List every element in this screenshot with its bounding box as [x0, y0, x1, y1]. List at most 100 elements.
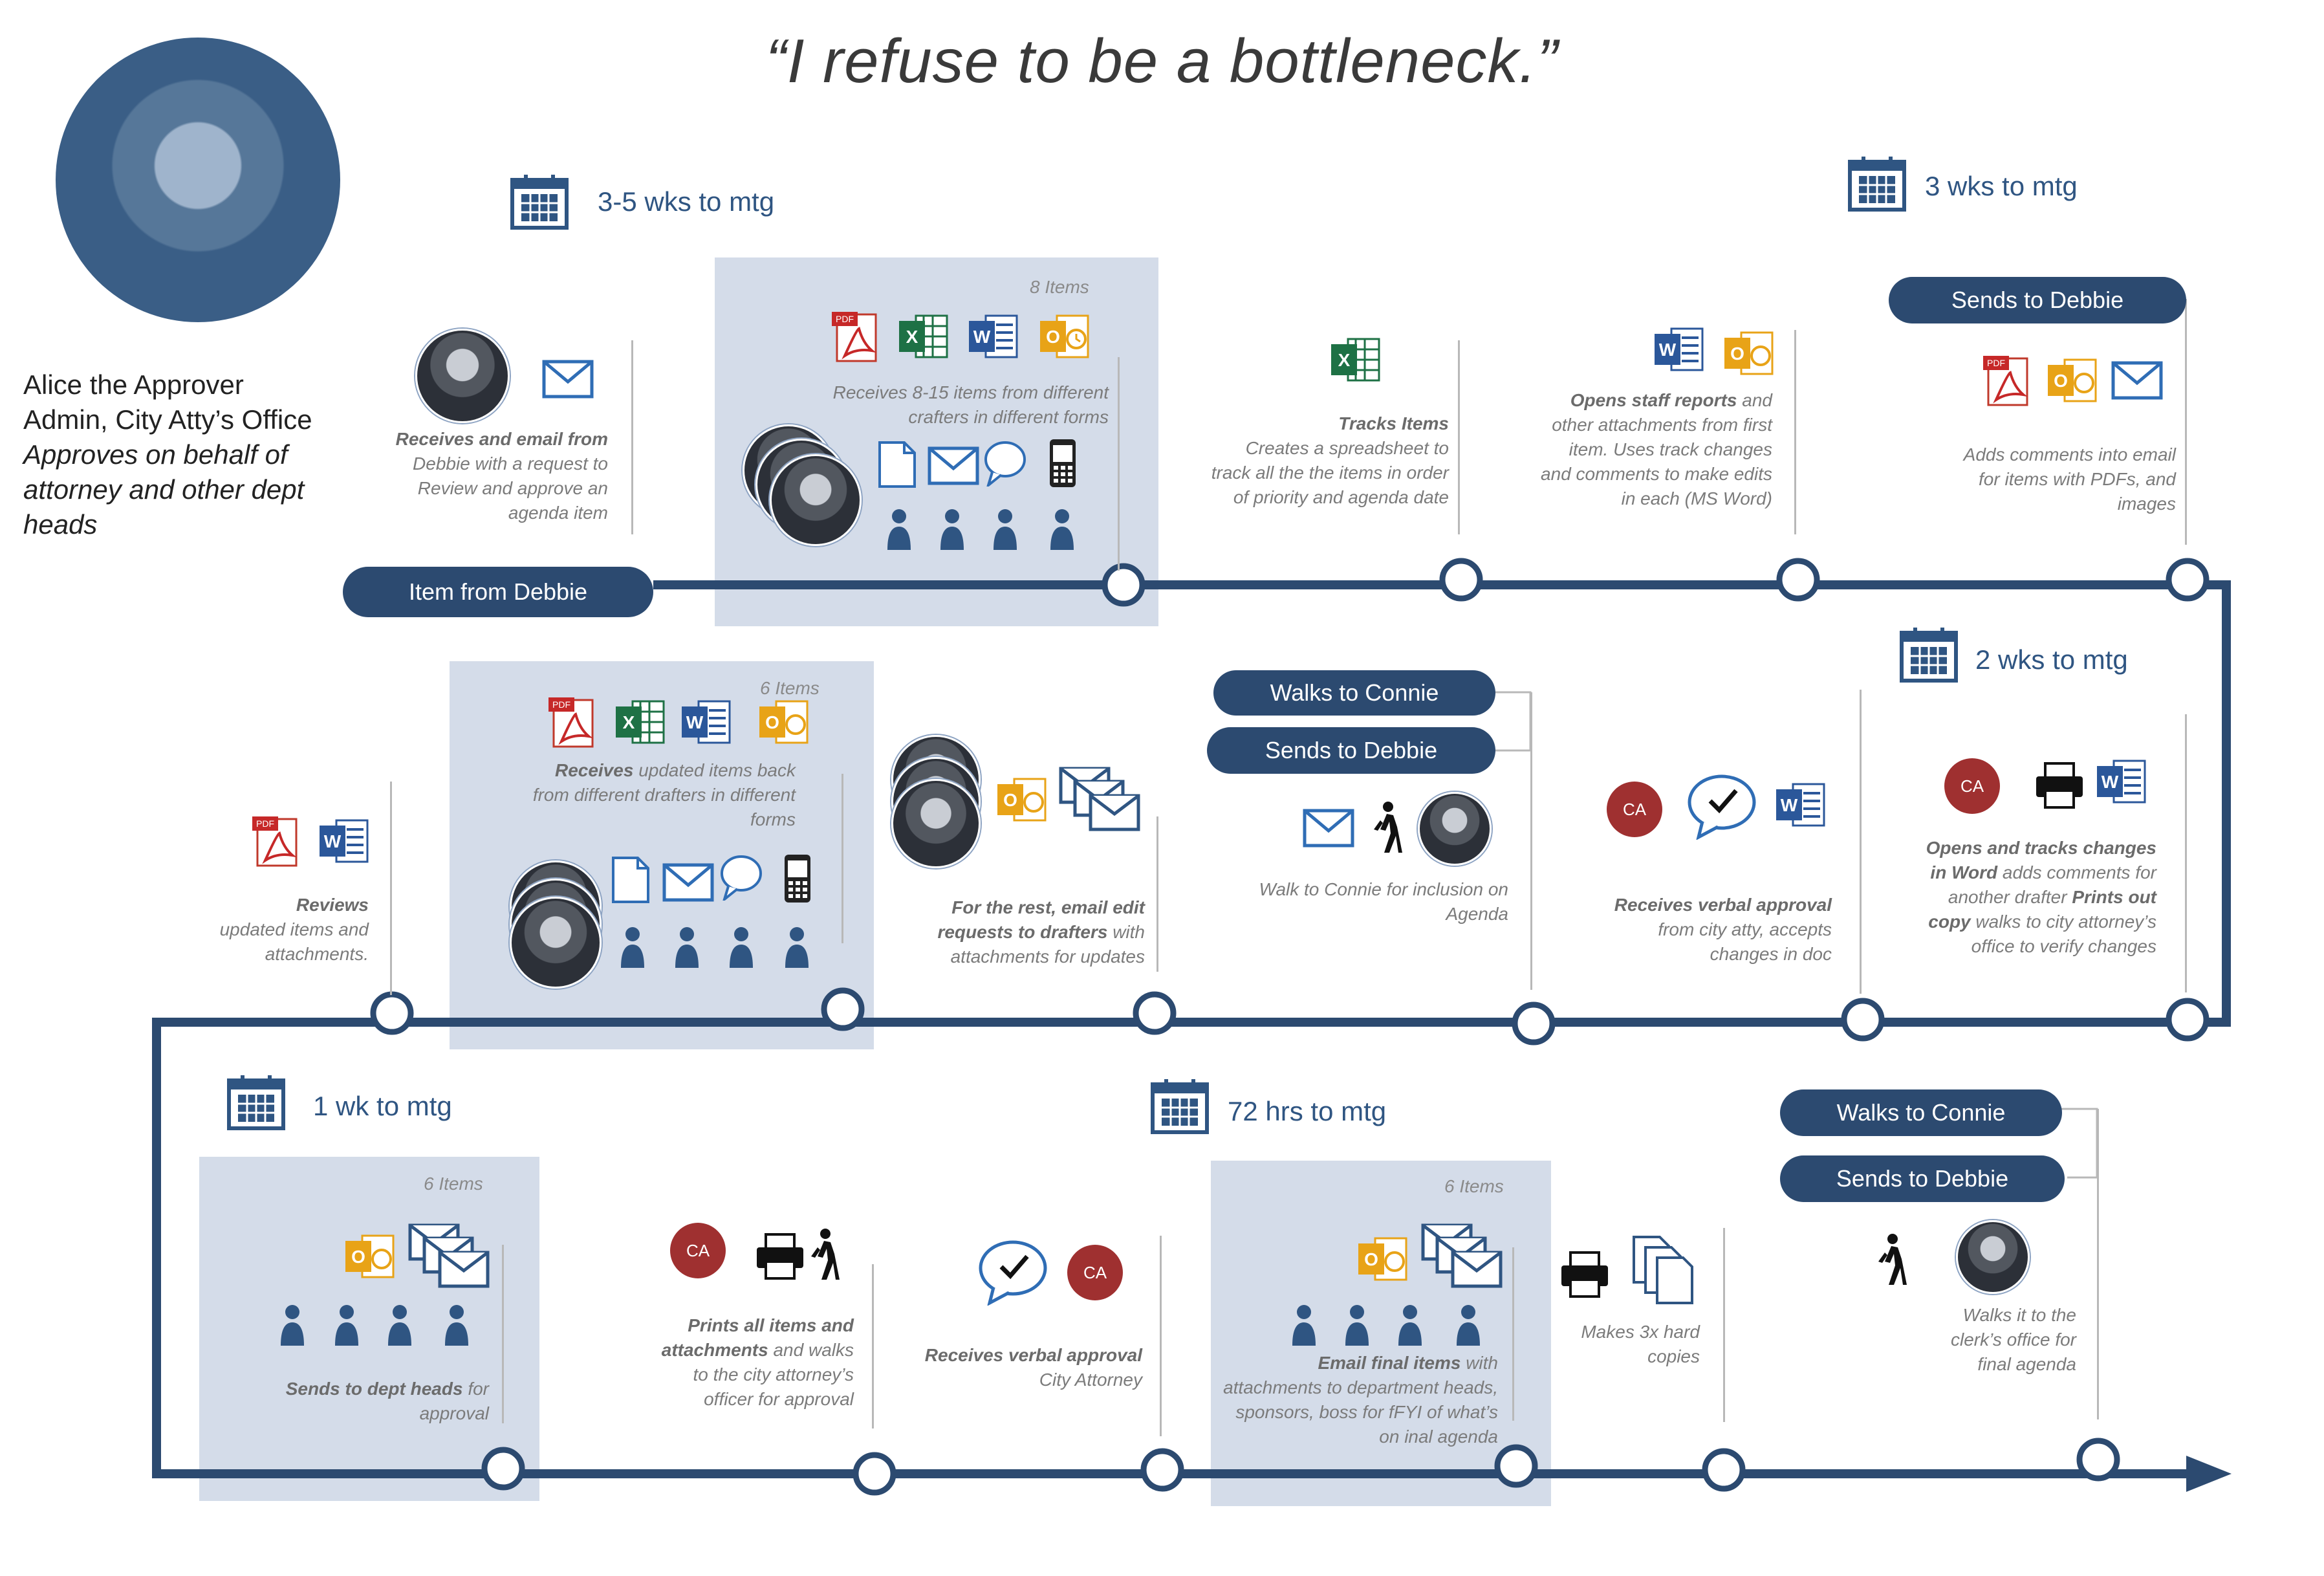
svg-text:O: O [1046, 327, 1060, 347]
excel-icon: X [616, 700, 665, 744]
svg-text:W: W [686, 712, 704, 732]
step-6-text: Reviews updated items and attachments. [219, 895, 369, 964]
copies-icon [1633, 1236, 1693, 1304]
envelope-icon [2111, 361, 2163, 400]
city-attorney-badge: CA [1607, 782, 1662, 837]
outlook-icon: O [2048, 358, 2097, 402]
step-2-text: Receives 8-15 items from different craft… [832, 382, 1109, 427]
milestone-calendar-2 [1847, 155, 1907, 215]
svg-text:W: W [1659, 340, 1677, 360]
pill-sends-to-debbie-3: Sends to Debbie [1780, 1155, 2065, 1202]
svg-text:O: O [351, 1247, 365, 1267]
stacked-mail-icon [1421, 1223, 1503, 1288]
printer-icon [757, 1233, 803, 1280]
walking-person-icon [1374, 802, 1402, 853]
person-icon [887, 509, 911, 550]
timeline-node [1140, 1448, 1184, 1492]
person-icon [621, 927, 644, 968]
walking-person-icon [1878, 1234, 1907, 1285]
step-5-text: Adds comments into email for items with … [1963, 444, 2176, 514]
timeline-node [852, 1452, 896, 1496]
pdf-icon: PDF [832, 312, 877, 362]
stacked-mail-icon [1059, 767, 1140, 831]
timeline-node [1494, 1444, 1538, 1488]
milestone-label-2: 3 wks to mtg [1925, 171, 2078, 201]
svg-text:PDF: PDF [836, 314, 854, 324]
quote-title: “I refuse to be a bottleneck.” [765, 27, 1559, 96]
timeline-node [1776, 558, 1820, 602]
pill-walks-to-connie-2: Walks to Connie [1780, 1089, 2062, 1136]
milestone-label-5: 72 hrs to mtg [1228, 1096, 1387, 1126]
pdf-icon: PDF [1983, 356, 2028, 406]
person-icon [730, 927, 753, 968]
envelope-icon [662, 863, 714, 902]
walking-person-icon [811, 1229, 840, 1280]
step-15-text: Email final items with attachments to de… [1223, 1353, 1498, 1447]
avatar-drafter [770, 454, 862, 546]
pill-sends-to-debbie-2: Sends to Debbie [1207, 727, 1495, 774]
pdf-icon: PDF [252, 816, 298, 867]
stacked-mail-icon [408, 1223, 490, 1288]
person-icon [994, 509, 1017, 550]
printer-icon [2036, 762, 2083, 809]
chat-bubble-icon [721, 855, 762, 901]
printer-icon [1561, 1251, 1608, 1298]
persona-name: Alice the Approver [23, 369, 244, 400]
avatar-drafter [891, 779, 981, 868]
item-count-4: 6 Items [1444, 1176, 1504, 1196]
timeline-node [821, 987, 865, 1031]
phone-icon [785, 855, 810, 903]
svg-text:O: O [1364, 1249, 1378, 1269]
timeline-node [481, 1447, 525, 1491]
step-17-text: Walks it to the clerk’s office for final… [1951, 1305, 2076, 1374]
step-14-text: Receives verbal approval City Attorney [924, 1345, 1142, 1390]
phone-icon [1050, 439, 1076, 487]
city-attorney-badge: CA [1067, 1245, 1123, 1300]
persona-block: Alice the Approver Admin, City Atty’s Of… [23, 367, 360, 542]
city-attorney-badge: CA [1944, 758, 2000, 814]
panel-row3-left [199, 1157, 539, 1501]
svg-text:X: X [623, 712, 635, 732]
person-icon [1398, 1305, 1422, 1346]
word-icon: W [2097, 760, 2146, 804]
person-icon [1345, 1305, 1369, 1346]
document-icon [612, 857, 649, 903]
pill-item-from-debbie: Item from Debbie [343, 567, 653, 617]
word-icon: W [969, 314, 1018, 358]
person-icon [675, 927, 699, 968]
pdf-icon: PDF [548, 697, 594, 748]
svg-text:O: O [1003, 790, 1017, 810]
milestone-label-3: 2 wks to mtg [1975, 644, 2128, 675]
item-count-3: 6 Items [424, 1174, 483, 1194]
timeline-node [1133, 991, 1177, 1035]
check-bubble-icon [1688, 774, 1756, 840]
step-1-text: Receives and email from Debbie with a re… [395, 429, 608, 523]
person-icon [281, 1305, 304, 1346]
svg-text:X: X [906, 327, 918, 347]
envelope-icon [928, 446, 979, 485]
persona-role: Admin, City Atty’s Office [23, 404, 312, 435]
step-10-text: Receives verbal approval from city atty,… [1614, 895, 1832, 964]
avatar-connie [1956, 1220, 2030, 1294]
timeline-node [1512, 1001, 1556, 1045]
outlook-icon: O [1358, 1237, 1407, 1281]
step-7-text: Receives updated items back from differe… [532, 760, 796, 829]
milestone-calendar-3 [1899, 626, 1959, 686]
person-icon [785, 927, 809, 968]
timeline-node [2166, 998, 2210, 1042]
avatar-connie [1418, 792, 1492, 866]
svg-text:W: W [1781, 795, 1798, 815]
svg-text:PDF: PDF [256, 818, 274, 829]
svg-text:O: O [1730, 344, 1744, 364]
timeline-node [1102, 563, 1146, 607]
svg-text:PDF: PDF [1987, 358, 2005, 368]
chat-bubble-icon [984, 441, 1026, 487]
svg-text:O: O [2054, 371, 2068, 391]
word-icon: W [1655, 327, 1704, 371]
person-icon [445, 1305, 468, 1346]
step-4-text: Opens staff reports and other attachment… [1541, 390, 1772, 509]
svg-text:W: W [324, 831, 342, 851]
svg-text:X: X [1338, 350, 1351, 370]
milestone-label-4: 1 wk to mtg [313, 1091, 452, 1121]
